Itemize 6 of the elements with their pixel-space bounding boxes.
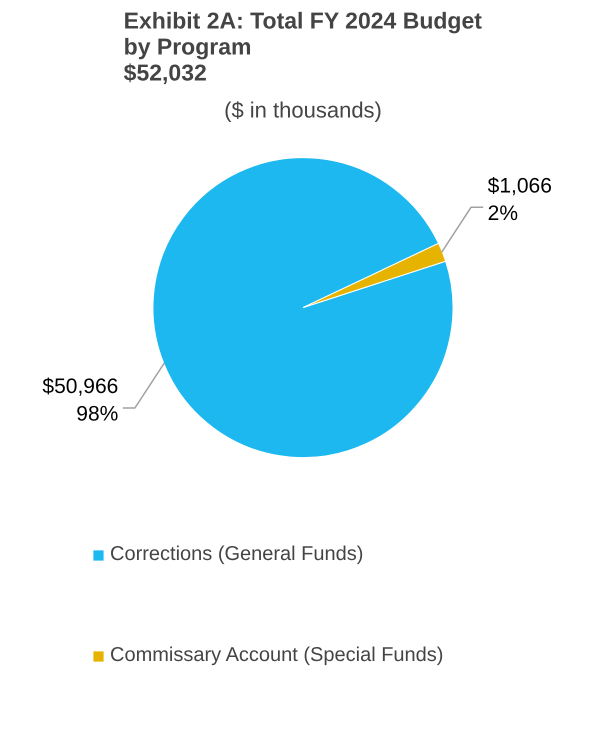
data-label: $1,066 2% [488, 174, 552, 225]
legend-label: Commissary Account (Special Funds) [110, 644, 444, 667]
chart-subtitle: ($ in thousands) [224, 98, 382, 122]
legend-label: Corrections (General Funds) [110, 543, 364, 566]
data-label: $50,966 98% [42, 375, 118, 426]
chart-title: Exhibit 2A: Total FY 2024 Budget by Program $52,032 [124, 8, 482, 86]
